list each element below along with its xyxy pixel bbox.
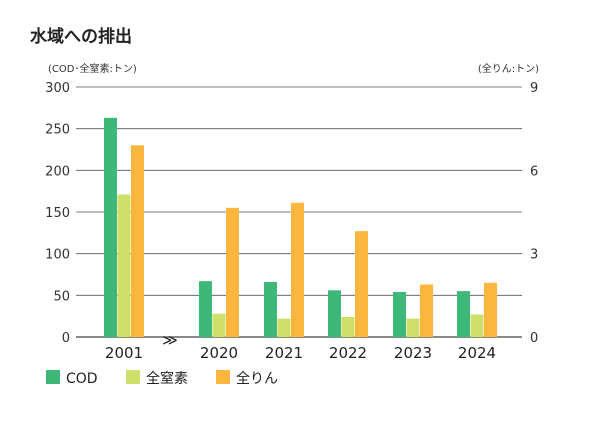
bar-全窒素-2021	[277, 318, 291, 337]
bar-COD-2021	[264, 282, 277, 337]
chart-title: 水域への排出	[30, 26, 132, 47]
legend-label: COD	[66, 371, 98, 387]
category-label: 2022	[329, 344, 367, 362]
category-label: 2024	[458, 344, 496, 362]
left-tick-label: 150	[45, 206, 70, 221]
bar-全窒素-2023	[406, 318, 420, 337]
bar-全りん-2023	[420, 284, 433, 337]
left-tick-label: 50	[53, 289, 70, 304]
bar-COD-2001	[104, 117, 117, 337]
gridlines	[76, 86, 522, 338]
bar-全りん-2020	[226, 207, 239, 337]
bar-全りん-2021	[291, 202, 304, 337]
category-label: 2023	[394, 344, 432, 362]
bar-COD-2022	[328, 290, 341, 337]
bar-全窒素-2020	[212, 313, 226, 337]
right-tick-label: 3	[530, 248, 538, 263]
axis-break-symbol: ≫	[162, 331, 178, 349]
bar-COD-2024	[457, 291, 470, 337]
right-axis-ticks: 0 3 6 9	[530, 81, 538, 346]
left-tick-label: 200	[45, 164, 70, 179]
bar-全りん-2001	[131, 145, 144, 337]
bar-全りん-2024	[484, 282, 497, 337]
bar-COD-2023	[393, 292, 406, 337]
legend: COD 全窒素 全りん	[46, 370, 278, 387]
bar-COD-2020	[199, 281, 212, 337]
left-tick-label: 100	[45, 248, 70, 263]
bars	[104, 117, 497, 337]
left-tick-label: 300	[45, 81, 70, 96]
right-axis-unit: (全りん:トン)	[478, 62, 539, 75]
left-tick-label: 250	[45, 123, 70, 138]
legend-label: 全りん	[236, 370, 278, 387]
bar-全窒素-2001	[117, 194, 131, 337]
legend-label: 全窒素	[146, 370, 188, 387]
category-labels: 2001 2020 2021 2022 2023 2024	[105, 344, 496, 362]
legend-swatch-COD	[46, 370, 60, 384]
right-tick-label: 6	[530, 164, 538, 179]
category-label: 2021	[265, 344, 303, 362]
bar-全窒素-2024	[470, 314, 484, 337]
legend-swatch-全りん	[216, 370, 230, 384]
legend-swatch-全窒素	[126, 370, 140, 384]
left-tick-label: 0	[62, 331, 70, 346]
left-axis-ticks: 0 50 100 150 200 250 300	[45, 81, 70, 346]
category-label: 2001	[105, 344, 143, 362]
bar-全りん-2022	[355, 231, 368, 337]
category-label: 2020	[200, 344, 238, 362]
left-axis-unit: (COD･全窒素:トン)	[48, 62, 137, 75]
right-tick-label: 9	[530, 81, 538, 96]
right-tick-label: 0	[530, 331, 538, 346]
bar-全窒素-2022	[341, 317, 355, 337]
